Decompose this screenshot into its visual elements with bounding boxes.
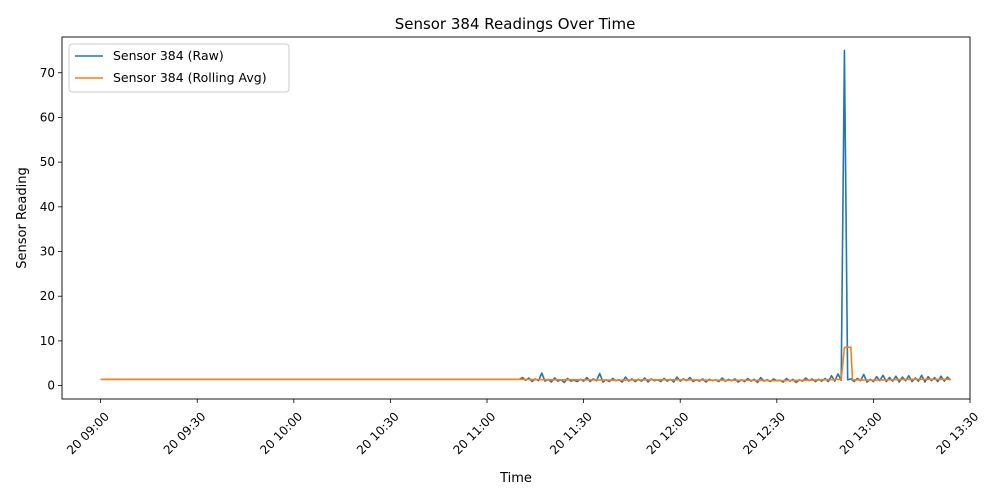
y-axis-ticks: 0 10 20 30 40 50 60 70 (40, 66, 62, 393)
legend-label-raw: Sensor 384 (Raw) (113, 48, 224, 63)
y-tick-label: 60 (40, 110, 55, 124)
series-line-rolling-avg (100, 346, 951, 382)
y-axis-label: Sensor Reading (15, 167, 30, 268)
x-tick-label: 20 10:30 (354, 409, 402, 457)
chart-title: Sensor 384 Readings Over Time (395, 15, 636, 33)
x-tick-label: 20 09:30 (161, 409, 209, 457)
legend: Sensor 384 (Raw) Sensor 384 (Rolling Avg… (68, 43, 290, 93)
x-tick-label: 20 11:30 (547, 409, 595, 457)
x-tick-label: 20 13:30 (933, 409, 981, 457)
x-tick-label: 20 10:00 (257, 409, 305, 457)
plot-frame (61, 36, 971, 400)
y-tick-label: 10 (40, 334, 55, 348)
y-tick-label: 50 (40, 155, 55, 169)
y-tick-label: 20 (40, 289, 55, 303)
x-tick-label: 20 12:30 (740, 409, 788, 457)
series-line-raw (100, 49, 952, 384)
x-tick-label: 20 11:00 (451, 409, 499, 457)
y-tick-label: 0 (47, 379, 55, 393)
y-tick-label: 40 (40, 200, 55, 214)
legend-box (68, 43, 290, 93)
x-axis-ticks: 20 09:00 20 09:30 20 10:00 20 10:30 20 11:00… (64, 399, 981, 457)
series-layer (100, 49, 952, 384)
x-tick-label: 20 12:00 (644, 409, 692, 457)
y-tick-label: 30 (40, 245, 55, 259)
legend-label-rolling-avg: Sensor 384 (Rolling Avg) (113, 70, 267, 85)
y-tick-label: 70 (40, 66, 55, 80)
x-tick-label: 20 09:00 (64, 409, 112, 457)
x-axis-label: Time (499, 471, 532, 486)
x-tick-label: 20 13:00 (837, 409, 885, 457)
